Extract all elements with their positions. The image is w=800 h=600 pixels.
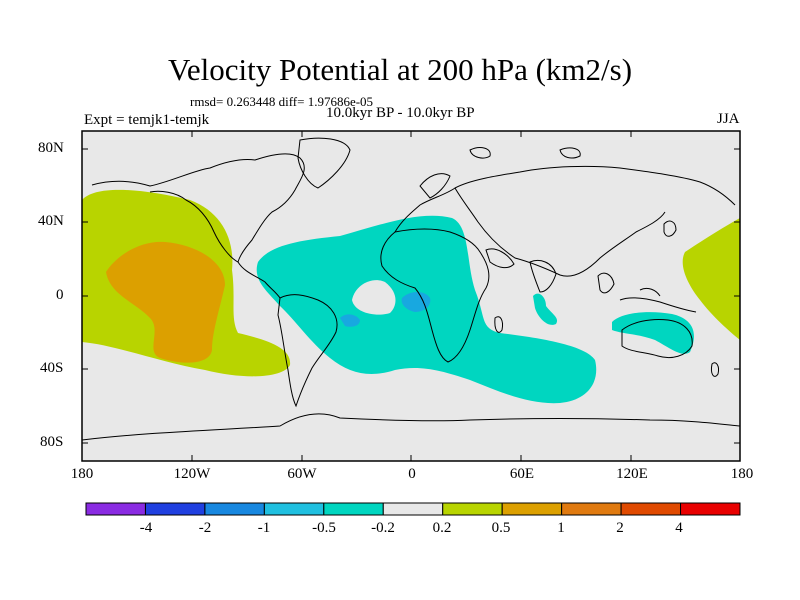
x-axis-ticks bbox=[191, 131, 632, 461]
colorbar-swatch bbox=[85, 502, 146, 516]
x-tick-label: 0 bbox=[408, 466, 416, 482]
colorbar-label: -0.5 bbox=[312, 520, 336, 536]
colorbar-label: 0.5 bbox=[491, 520, 511, 536]
strong-negative-pocket bbox=[340, 314, 360, 327]
y-tick-label: 80S bbox=[40, 434, 64, 450]
colorbar-label: 4 bbox=[675, 520, 683, 536]
neutral-pocket bbox=[352, 280, 396, 315]
y-axis-ticks bbox=[82, 148, 740, 444]
colorbar-label: -0.2 bbox=[371, 520, 395, 536]
colorbar-swatch bbox=[501, 502, 563, 516]
x-tick-label: 180 bbox=[70, 466, 94, 482]
x-tick-label: 120E bbox=[616, 466, 648, 482]
x-tick-label: 120W bbox=[173, 466, 211, 482]
colorbar-swatch bbox=[442, 502, 503, 516]
west-pacific-positive-region bbox=[682, 218, 740, 340]
y-tick-label: 40S bbox=[40, 360, 64, 376]
colorbar-swatch bbox=[620, 502, 682, 516]
y-tick-label: 40N bbox=[38, 213, 64, 229]
period-label: 10.0kyr BP - 10.0kyr BP bbox=[326, 105, 475, 121]
colorbar bbox=[85, 502, 741, 516]
colorbar-swatch bbox=[323, 502, 384, 516]
colorbar-swatch bbox=[263, 502, 325, 516]
experiment-label: Expt = temjk1-temjk bbox=[84, 112, 210, 128]
x-tick-label: 60W bbox=[287, 466, 317, 482]
y-tick-label: 0 bbox=[56, 287, 64, 303]
colorbar-label: -4 bbox=[139, 520, 153, 536]
colorbar-swatch bbox=[680, 502, 741, 516]
australia-negative-region bbox=[612, 312, 694, 354]
y-tick-label: 80N bbox=[38, 140, 64, 156]
colorbar-label: 1 bbox=[557, 520, 565, 536]
stats-text: rmsd= 0.263448 diff= 1.97686e-05 bbox=[190, 94, 374, 109]
indian-ocean-negative-patch bbox=[533, 293, 558, 325]
x-tick-label: 60E bbox=[509, 466, 535, 482]
colorbar-swatch bbox=[144, 502, 206, 516]
strong-negative-pocket bbox=[401, 292, 431, 312]
map-title: Velocity Potential at 200 hPa (km2/s) bbox=[167, 52, 633, 87]
x-tick-label: 180 bbox=[730, 466, 754, 482]
colorbar-label: 2 bbox=[616, 520, 624, 536]
colorbar-label: -2 bbox=[198, 520, 212, 536]
coastlines bbox=[82, 137, 740, 441]
colorbar-swatch bbox=[204, 502, 265, 516]
colorbar-label: 0.2 bbox=[432, 520, 452, 536]
colorbar-swatch bbox=[382, 502, 444, 516]
pacific-strong-positive-region bbox=[106, 241, 225, 363]
colorbar-label: -1 bbox=[257, 520, 271, 536]
season-label: JJA bbox=[717, 111, 740, 127]
colorbar-swatch bbox=[561, 502, 622, 516]
